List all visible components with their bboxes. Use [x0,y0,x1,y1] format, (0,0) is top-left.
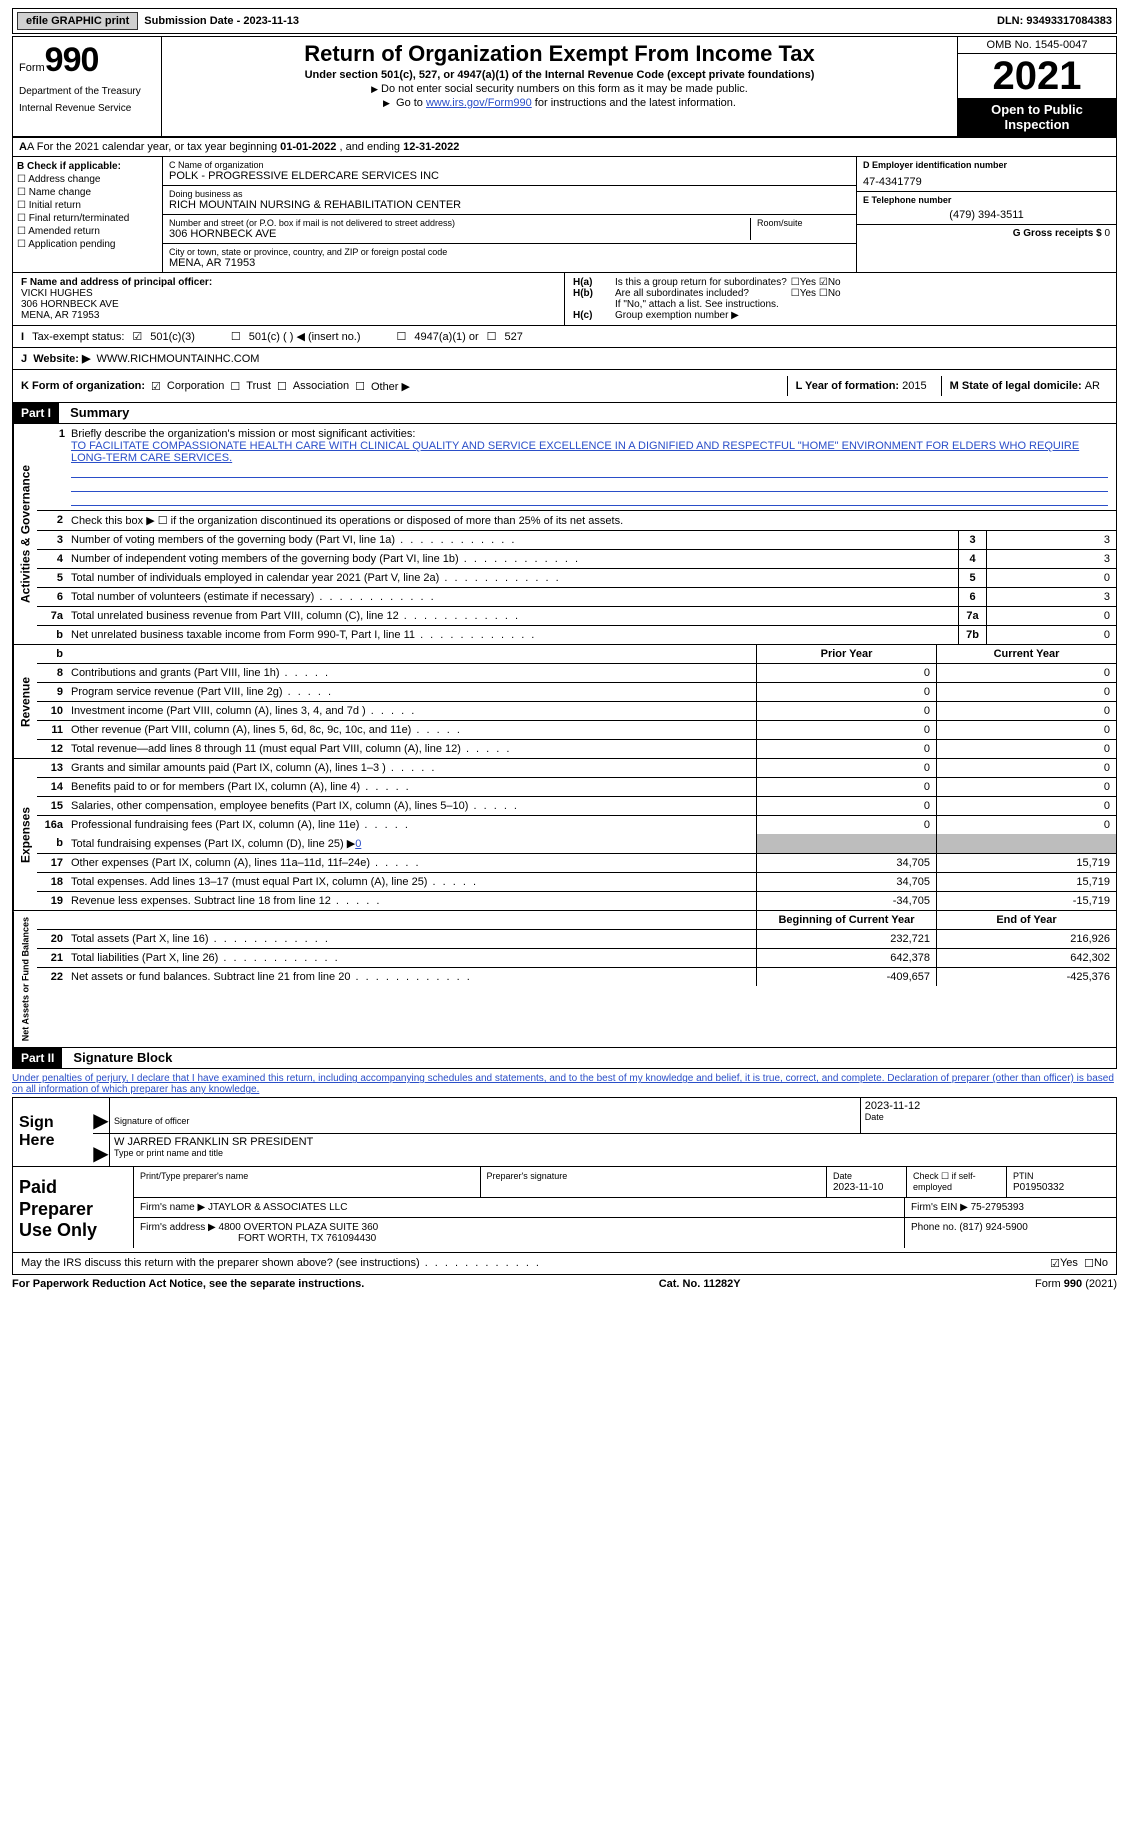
table-row: 16a Professional fundraising fees (Part … [37,816,1116,834]
chk-initial-return[interactable]: ☐ Initial return [17,200,158,211]
tel-box: E Telephone number (479) 394-3511 [857,192,1116,225]
caret-icon: ▶ [93,1098,109,1133]
line-a-period: AA For the 2021 calendar year, or tax ye… [12,137,1117,156]
state-domicile: M State of legal domicile: AR [941,376,1108,396]
ssn-warning: Do not enter social security numbers on … [170,83,949,95]
line-2-discontinued: Check this box ▶ ☐ if the organization d… [67,511,1116,530]
sign-here-label: Sign Here [13,1098,93,1166]
part2-title: Signature Block [65,1050,172,1065]
mission-text: TO FACILITATE COMPASSIONATE HEALTH CARE … [71,440,1079,464]
paid-preparer-block: Paid Preparer Use Only Print/Type prepar… [12,1167,1117,1253]
chk-amended-return[interactable]: ☐ Amended return [17,226,158,237]
top-toolbar: efile GRAPHIC print Submission Date - 20… [12,8,1117,34]
irs-link[interactable]: www.irs.gov/Form990 [426,97,532,109]
h-group-return: H(a) Is this a group return for subordin… [565,273,1116,325]
section-b-checkboxes: B Check if applicable: ☐ Address change … [13,157,163,272]
table-row: 13 Grants and similar amounts paid (Part… [37,759,1116,778]
gross-receipts: G Gross receipts $ 0 [857,225,1116,242]
gov-row: 3 Number of voting members of the govern… [37,531,1116,550]
efile-print-button[interactable]: efile GRAPHIC print [17,12,138,30]
gov-row: 5 Total number of individuals employed i… [37,569,1116,588]
table-row: 21 Total liabilities (Part X, line 26) 6… [37,949,1116,968]
mission-box: 1 Briefly describe the organization's mi… [37,424,1116,510]
table-row: 14 Benefits paid to or for members (Part… [37,778,1116,797]
dba-box: Doing business as RICH MOUNTAIN NURSING … [163,186,856,215]
tax-year: 2021 [958,54,1116,98]
omb-number: OMB No. 1545-0047 [958,37,1116,54]
org-name-box: C Name of organization POLK - PROGRESSIV… [163,157,856,186]
vert-activities-governance: Activities & Governance [13,424,37,644]
table-row: 17 Other expenses (Part IX, column (A), … [37,854,1116,873]
table-row: 11 Other revenue (Part VIII, column (A),… [37,721,1116,740]
end-year-header: End of Year [936,911,1116,929]
caret-icon: ▶ [93,1134,109,1166]
line-i-tax-status: I Tax-exempt status: ☑501(c)(3) ☐501(c) … [12,326,1117,348]
footer-line: For Paperwork Reduction Act Notice, see … [12,1275,1117,1293]
ein-box: D Employer identification number 47-4341… [857,157,1116,192]
officer-box: F Name and address of principal officer:… [13,273,565,325]
table-row: 12 Total revenue—add lines 8 through 11 … [37,740,1116,758]
line-k-org-form: K Form of organization: ☑Corporation ☐Tr… [12,370,1117,403]
gov-row: b Net unrelated business taxable income … [37,626,1116,644]
table-row: 8 Contributions and grants (Part VIII, l… [37,664,1116,683]
dln: DLN: 93493317084383 [997,15,1112,27]
year-box: OMB No. 1545-0047 2021 Open to PublicIns… [957,36,1117,137]
table-row: 18 Total expenses. Add lines 13–17 (must… [37,873,1116,892]
submission-date-label: Submission Date - 2023-11-13 [144,15,299,27]
table-row: 22 Net assets or fund balances. Subtract… [37,968,1116,986]
gov-row: 7a Total unrelated business revenue from… [37,607,1116,626]
dept-treasury: Department of the Treasury [19,86,155,97]
street-box: Number and street (or P.O. box if mail i… [163,215,856,244]
current-year-header: Current Year [936,645,1116,663]
table-row: 10 Investment income (Part VIII, column … [37,702,1116,721]
form-title: Return of Organization Exempt From Incom… [170,41,949,67]
part1-header: Part I [13,403,59,423]
chk-name-change[interactable]: ☐ Name change [17,187,158,198]
vert-expenses: Expenses [13,759,37,910]
part2-header: Part II [13,1048,62,1068]
vert-net-assets: Net Assets or Fund Balances [13,911,37,1047]
year-formation: L Year of formation: 2015 [787,376,935,396]
table-row: 9 Program service revenue (Part VIII, li… [37,683,1116,702]
instructions-link-line: Go to www.irs.gov/Form990 for instructio… [170,97,949,109]
officer-name: W JARRED FRANKLIN SR PRESIDENT [114,1136,1112,1148]
form-number-box: Form990 Department of the Treasury Inter… [12,36,162,137]
chk-application-pending[interactable]: ☐ Application pending [17,239,158,250]
table-row: 20 Total assets (Part X, line 16) 232,72… [37,930,1116,949]
chk-address-change[interactable]: ☐ Address change [17,174,158,185]
vert-revenue: Revenue [13,645,37,758]
line-16b: Total fundraising expenses (Part IX, col… [67,834,756,853]
chk-final-return[interactable]: ☐ Final return/terminated [17,213,158,224]
perjury-declaration: Under penalties of perjury, I declare th… [12,1073,1117,1095]
gov-row: 6 Total number of volunteers (estimate i… [37,588,1116,607]
line-j-website: J Website: ▶ WWW.RICHMOUNTAINHC.COM [12,348,1117,370]
form-title-box: Return of Organization Exempt From Incom… [162,36,957,137]
irs-discuss-row: May the IRS discuss this return with the… [12,1253,1117,1275]
form-subtitle: Under section 501(c), 527, or 4947(a)(1)… [170,69,949,81]
open-to-public: Open to PublicInspection [958,98,1116,136]
city-box: City or town, state or province, country… [163,244,856,272]
irs-label: Internal Revenue Service [19,103,155,114]
begin-year-header: Beginning of Current Year [756,911,936,929]
paid-preparer-label: Paid Preparer Use Only [13,1167,133,1252]
sign-here-block: Sign Here ▶ Signature of officer 2023-11… [12,1097,1117,1167]
gov-row: 4 Number of independent voting members o… [37,550,1116,569]
table-row: 15 Salaries, other compensation, employe… [37,797,1116,816]
table-row: 19 Revenue less expenses. Subtract line … [37,892,1116,910]
part1-title: Summary [62,405,129,420]
prior-year-header: Prior Year [756,645,936,663]
